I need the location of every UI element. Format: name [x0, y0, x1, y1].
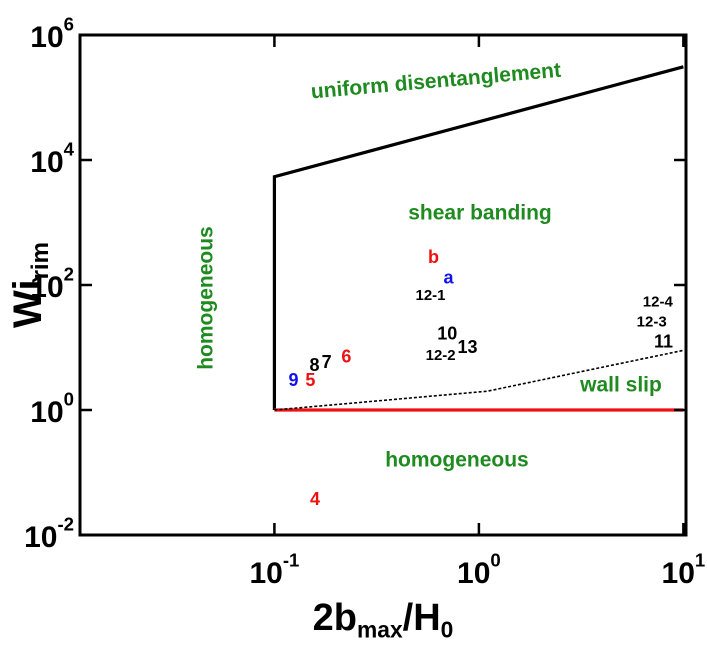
point-label: 8 — [309, 355, 319, 375]
point-label: a — [443, 268, 454, 288]
point-label: 9 — [289, 370, 299, 390]
y-tick-label: 106 — [30, 13, 74, 54]
x-tick-label: 101 — [662, 549, 706, 590]
point-label: 5 — [305, 370, 315, 390]
point-label: 6 — [341, 347, 351, 367]
point-label: 13 — [458, 337, 478, 357]
region-label: wall slip — [579, 374, 662, 397]
point-label: 12-2 — [426, 347, 456, 364]
y-tick-label: 100 — [30, 388, 74, 429]
y-tick-label: 10-2 — [24, 513, 74, 554]
plot-frame — [78, 33, 688, 537]
x-axis-label: 2bmax/H0 — [313, 597, 454, 642]
y-tick-label: 102 — [30, 263, 74, 304]
point-label: 7 — [322, 352, 332, 372]
region-label: homogeneous — [385, 449, 529, 472]
y-tick-label: 104 — [30, 138, 74, 179]
point-label: b — [428, 247, 439, 267]
x-tick-label: 10-1 — [249, 549, 299, 590]
boundary-line — [274, 349, 684, 411]
y-axis-label: Wirim — [6, 242, 55, 328]
region-label: uniform disentanglement — [310, 59, 562, 104]
point-label: 12-4 — [643, 294, 674, 311]
point-label: 12-1 — [416, 287, 446, 304]
region-label: homogeneous — [195, 226, 218, 370]
x-tick-label: 100 — [457, 549, 501, 590]
point-label: 11 — [654, 331, 673, 351]
boundary-line — [272, 65, 684, 410]
point-label: 12-3 — [637, 314, 667, 331]
region-label: shear banding — [408, 202, 552, 225]
point-label: 4 — [310, 489, 320, 509]
point-label: 10 — [437, 323, 457, 343]
